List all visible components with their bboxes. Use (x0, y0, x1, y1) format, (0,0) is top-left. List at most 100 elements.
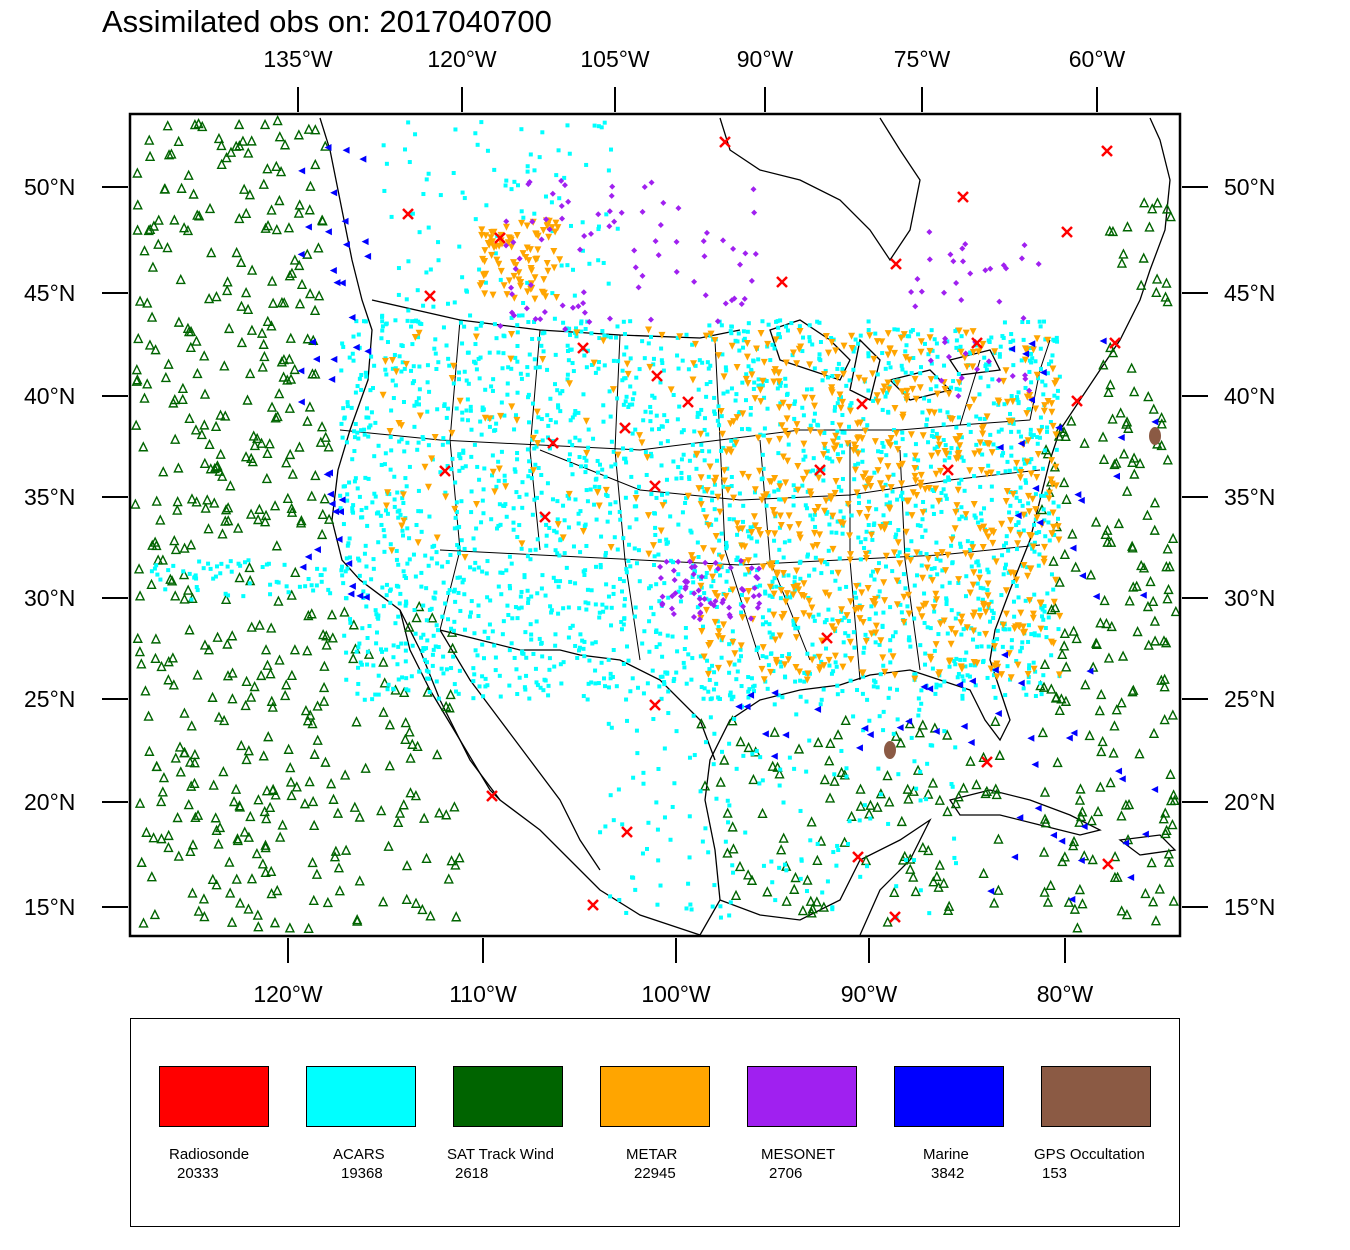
metar-marker (1056, 612, 1064, 620)
acars-marker (416, 488, 421, 493)
acars-marker (761, 863, 766, 868)
metar-marker (697, 501, 705, 509)
metar-marker (952, 508, 960, 516)
sat-track-wind-marker (245, 367, 256, 379)
sat-track-wind-marker (197, 120, 208, 132)
sat-track-wind-marker (280, 689, 291, 701)
acars-marker (967, 674, 972, 679)
acars-marker (819, 659, 824, 664)
acars-marker (659, 346, 664, 351)
metar-marker (913, 492, 921, 500)
sat-track-wind-marker (284, 353, 295, 364)
acars-marker (419, 570, 424, 575)
sat-track-wind-marker (425, 910, 436, 921)
mesonet-marker (753, 573, 760, 580)
acars-marker (515, 535, 520, 540)
sat-track-wind-marker (256, 437, 267, 448)
acars-marker (999, 593, 1004, 598)
acars-marker (671, 393, 676, 398)
acars-marker (718, 915, 723, 920)
acars-marker (515, 616, 520, 621)
acars-marker (505, 603, 510, 608)
sat-track-wind-marker (1136, 279, 1147, 290)
acars-marker (941, 422, 946, 427)
acars-marker (527, 696, 532, 701)
metar-marker (676, 333, 684, 341)
acars-marker (805, 554, 810, 559)
top-lon-label: 90°W (737, 46, 794, 72)
sat-track-wind-marker (1085, 569, 1097, 580)
mesonet-marker (559, 215, 566, 222)
acars-marker (462, 627, 467, 632)
sat-track-wind-marker (846, 810, 857, 821)
acars-marker (519, 127, 524, 132)
acars-marker (593, 668, 598, 673)
acars-marker (874, 507, 879, 512)
sat-track-wind-marker (339, 606, 350, 617)
acars-marker (827, 663, 832, 668)
acars-marker (1056, 504, 1061, 509)
acars-marker (760, 319, 765, 324)
radiosonde-marker (424, 290, 436, 302)
acars-marker (1046, 520, 1051, 525)
metar-marker (807, 491, 815, 499)
acars-marker (644, 846, 649, 851)
acars-marker (1047, 511, 1052, 516)
acars-marker (975, 581, 980, 586)
acars-marker (570, 623, 575, 628)
sat-track-wind-marker (150, 344, 161, 355)
acars-marker (968, 429, 973, 434)
acars-marker (825, 510, 830, 515)
acars-marker (376, 443, 381, 448)
metar-marker (414, 539, 422, 547)
acars-marker (554, 530, 559, 535)
acars-marker (623, 456, 628, 461)
metar-marker (527, 285, 535, 293)
acars-marker (727, 642, 732, 647)
acars-marker (643, 409, 648, 414)
acars-marker (958, 541, 963, 546)
sat-track-wind-marker (244, 189, 256, 200)
acars-marker (764, 503, 769, 508)
acars-marker (571, 267, 576, 272)
sat-track-wind-marker (349, 801, 360, 812)
acars-marker (774, 319, 779, 324)
sat-track-wind-marker (1109, 720, 1120, 731)
acars-marker (349, 405, 354, 410)
acars-marker (731, 694, 736, 699)
acars-marker (384, 582, 389, 587)
acars-marker (812, 654, 817, 659)
acars-marker (390, 378, 395, 383)
acars-marker (782, 862, 787, 867)
acars-marker (831, 850, 836, 855)
metar-marker (917, 482, 925, 490)
acars-marker (634, 517, 639, 522)
sat-track-wind-marker (251, 847, 263, 859)
acars-marker (340, 573, 345, 578)
metar-marker (638, 439, 646, 447)
acars-marker (373, 608, 378, 613)
acars-marker (545, 435, 550, 440)
acars-marker (915, 523, 920, 528)
acars-marker (965, 673, 970, 678)
sat-track-wind-marker (1039, 786, 1051, 797)
acars-marker (635, 685, 640, 690)
acars-marker (462, 324, 467, 329)
acars-marker (1002, 320, 1007, 325)
metar-marker (737, 642, 745, 650)
sat-track-wind-marker (185, 539, 197, 550)
legend-label-marine: Marine (923, 1146, 969, 1163)
acars-marker (950, 784, 955, 789)
acars-marker (628, 384, 633, 389)
acars-marker (568, 579, 573, 584)
acars-marker (367, 425, 372, 430)
acars-marker (942, 729, 947, 734)
acars-marker (513, 469, 518, 474)
metar-marker (902, 528, 910, 536)
metar-marker (709, 547, 717, 555)
acars-marker (396, 584, 401, 589)
acars-marker (1011, 599, 1016, 604)
sat-track-wind-marker (1061, 493, 1072, 504)
acars-marker (551, 575, 556, 580)
acars-marker (440, 614, 445, 619)
